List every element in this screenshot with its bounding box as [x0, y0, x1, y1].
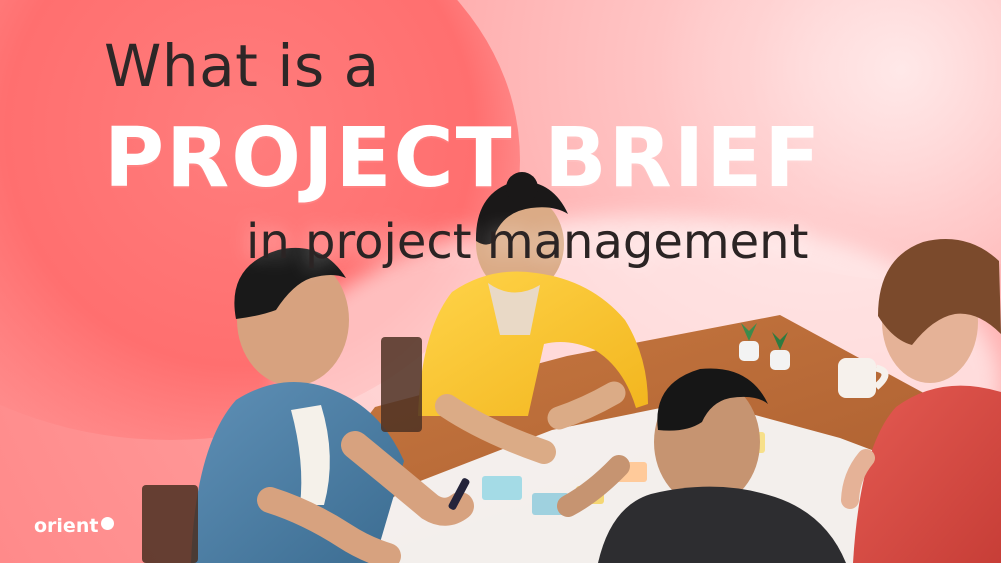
- headline-line-1: What is a: [104, 32, 380, 100]
- brand-logo: orient: [34, 515, 114, 537]
- headline-line-3: in project management: [246, 214, 808, 270]
- brand-logo-dot-icon: [101, 517, 114, 530]
- headline-line-2: PROJECT BRIEF: [104, 111, 822, 206]
- brand-logo-text: orient: [34, 515, 98, 537]
